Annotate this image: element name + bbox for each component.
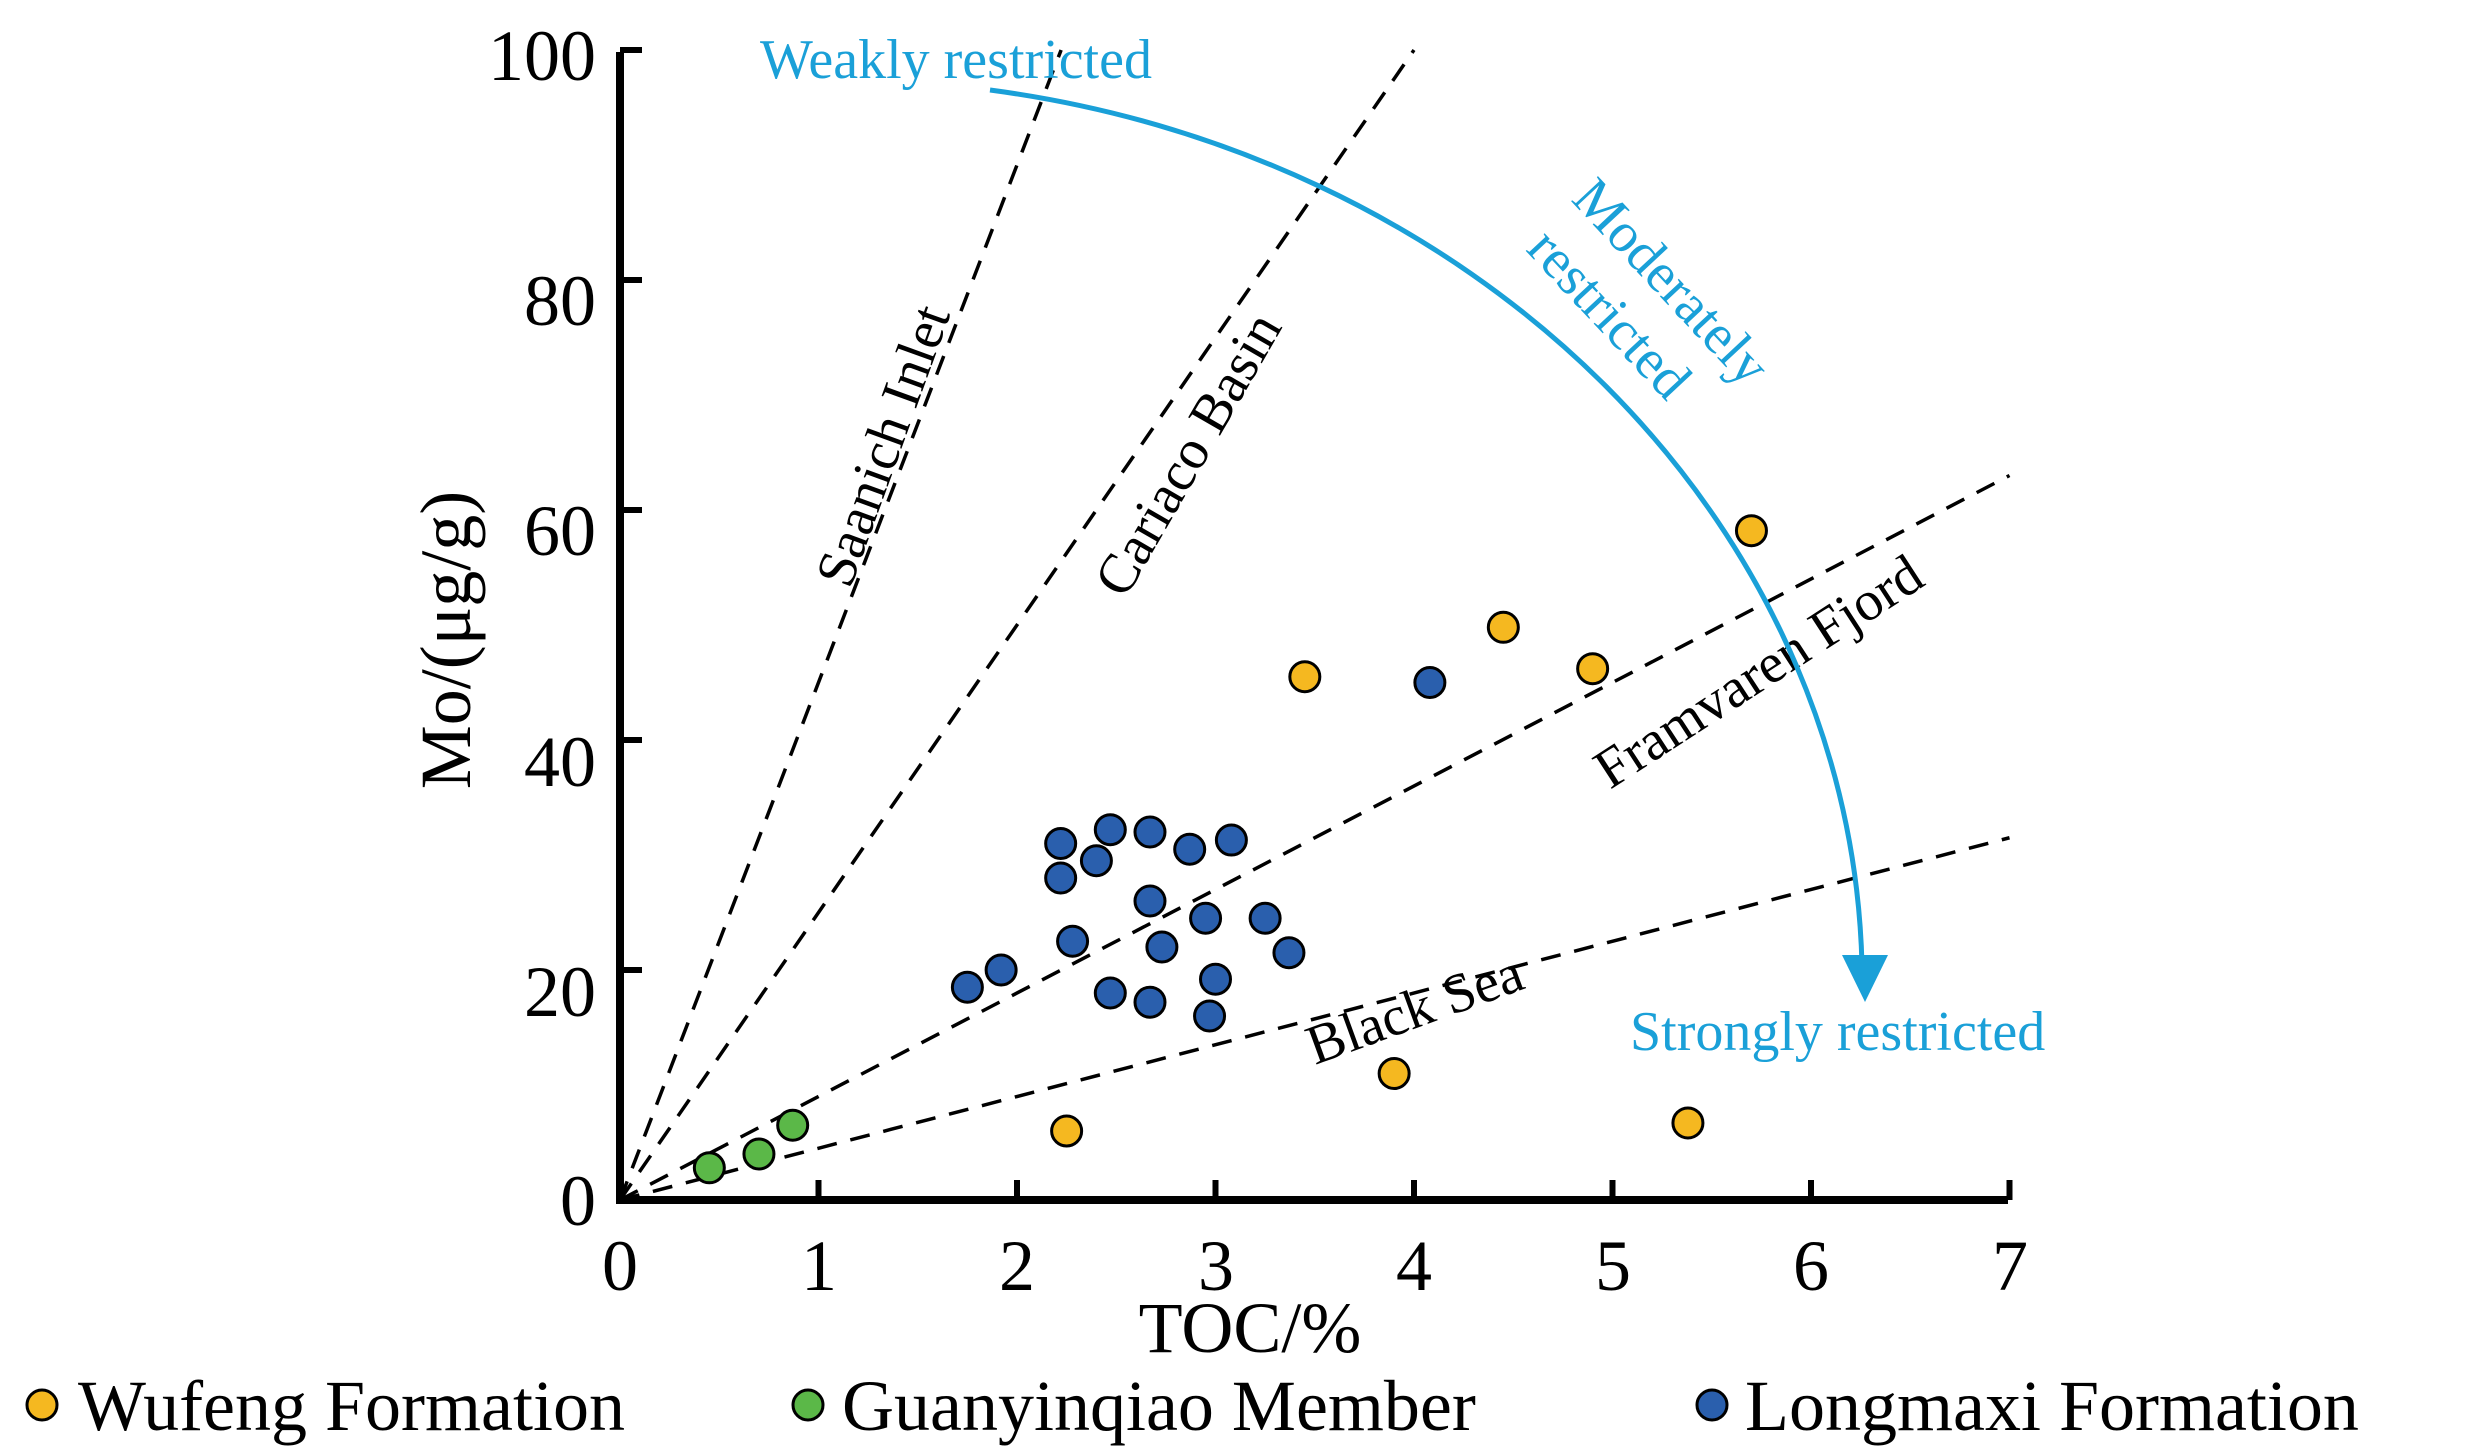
point-longmaxi-formation — [1093, 813, 1127, 847]
y-tick-labels: 0 20 40 60 80 100 — [488, 16, 596, 1241]
legend-marker-guanyinqiao — [791, 1388, 825, 1422]
y-tick-label: 40 — [524, 722, 596, 802]
legend-marker-wufeng — [25, 1388, 59, 1422]
point-longmaxi-formation — [1173, 832, 1207, 866]
restriction-arc-line — [989, 87, 1865, 966]
restriction-arrow-head — [1842, 955, 1888, 1002]
point-guanyinqiao-member — [692, 1151, 726, 1185]
ref-label-cariaco-basin: Cariaco Basin — [1083, 302, 1295, 606]
point-longmaxi-formation — [984, 953, 1018, 987]
y-axis-title: Mo/(μg/g) — [406, 491, 486, 790]
legend-label-guanyinqiao: Guanyinqiao Member — [842, 1366, 1476, 1446]
point-longmaxi-formation — [1056, 924, 1090, 958]
strongly-restricted-label: Strongly restricted — [1630, 1001, 2045, 1063]
x-axis-title: TOC/% — [1139, 1288, 1362, 1368]
legend-marker-longmaxi — [1695, 1388, 1729, 1422]
legend: Wufeng Formation Guanyinqiao Member Long… — [25, 1366, 2359, 1446]
ref-label-black-sea: Black Sea — [1298, 942, 1531, 1077]
x-tick-label: 3 — [1198, 1226, 1234, 1306]
point-longmaxi-formation — [1145, 930, 1179, 964]
y-tick-label: 80 — [524, 261, 596, 341]
point-wufeng-formation — [1377, 1057, 1411, 1090]
ref-line-framvaren-fjord — [619, 473, 2011, 1202]
point-longmaxi-formation — [1214, 823, 1248, 857]
x-tick-labels: 0 1 2 3 4 5 6 7 — [602, 1226, 2028, 1306]
y-tick-label: 60 — [524, 491, 596, 571]
x-tick-label: 7 — [1992, 1226, 2028, 1306]
y-tick-label: 100 — [488, 16, 596, 96]
point-longmaxi-formation — [1413, 666, 1447, 699]
point-longmaxi-formation — [1133, 985, 1167, 1019]
legend-label-wufeng: Wufeng Formation — [78, 1366, 625, 1446]
x-tick-label: 4 — [1396, 1226, 1432, 1306]
point-longmaxi-formation — [1199, 962, 1232, 996]
ref-label-framvaren-fjord: Framvaren Fjord — [1583, 543, 1934, 801]
point-guanyinqiao-member — [742, 1137, 776, 1171]
point-wufeng-formation — [1671, 1106, 1705, 1140]
axis-ticks — [617, 47, 2013, 1203]
data-points — [692, 514, 1768, 1185]
x-tick-label: 1 — [801, 1226, 837, 1306]
point-longmaxi-formation — [1079, 844, 1113, 878]
point-longmaxi-formation — [1093, 976, 1127, 1010]
point-guanyinqiao-member — [776, 1108, 810, 1142]
legend-label-longmaxi: Longmaxi Formation — [1745, 1366, 2359, 1446]
point-longmaxi-formation — [1193, 999, 1227, 1033]
point-wufeng-formation — [1734, 514, 1768, 548]
x-tick-label: 5 — [1595, 1226, 1631, 1306]
point-longmaxi-formation — [1044, 861, 1078, 895]
x-tick-label: 0 — [602, 1226, 638, 1306]
ref-line-saanich-inlet — [618, 49, 1063, 1201]
y-tick-label: 20 — [524, 952, 596, 1032]
weakly-restricted-label: Weakly restricted — [760, 29, 1152, 91]
ref-label-saanich-inlet: Saanich Inlet — [804, 297, 963, 595]
point-longmaxi-formation — [1272, 936, 1306, 970]
point-longmaxi-formation — [1133, 815, 1167, 849]
ref-line-black-sea — [619, 836, 2010, 1202]
point-longmaxi-formation — [1044, 827, 1078, 860]
point-wufeng-formation — [1288, 660, 1322, 694]
point-longmaxi-formation — [1248, 901, 1282, 935]
x-tick-label: 6 — [1793, 1226, 1829, 1306]
reference-lines — [618, 49, 2011, 1202]
restriction-arrow — [989, 87, 1888, 1002]
point-longmaxi-formation — [950, 970, 984, 1004]
ref-line-cariaco-basin — [618, 49, 1416, 1201]
point-longmaxi-formation — [1189, 901, 1223, 935]
point-wufeng-formation — [1050, 1114, 1084, 1148]
x-tick-label: 2 — [999, 1226, 1035, 1306]
y-tick-label: 0 — [560, 1161, 596, 1241]
point-wufeng-formation — [1576, 652, 1610, 686]
point-longmaxi-formation — [1133, 884, 1167, 918]
point-wufeng-formation — [1486, 610, 1520, 644]
